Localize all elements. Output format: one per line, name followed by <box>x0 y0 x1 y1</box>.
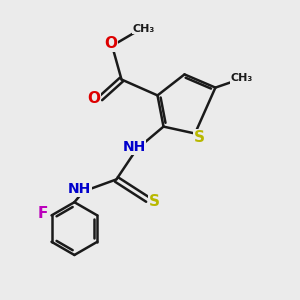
Text: NH: NH <box>122 140 146 154</box>
Text: O: O <box>104 36 118 51</box>
Text: CH₃: CH₃ <box>230 73 253 83</box>
Text: S: S <box>149 194 160 208</box>
Text: S: S <box>194 130 205 145</box>
Text: O: O <box>87 91 101 106</box>
Text: CH₃: CH₃ <box>133 23 155 34</box>
Text: NH: NH <box>68 182 92 196</box>
Text: F: F <box>37 206 48 221</box>
